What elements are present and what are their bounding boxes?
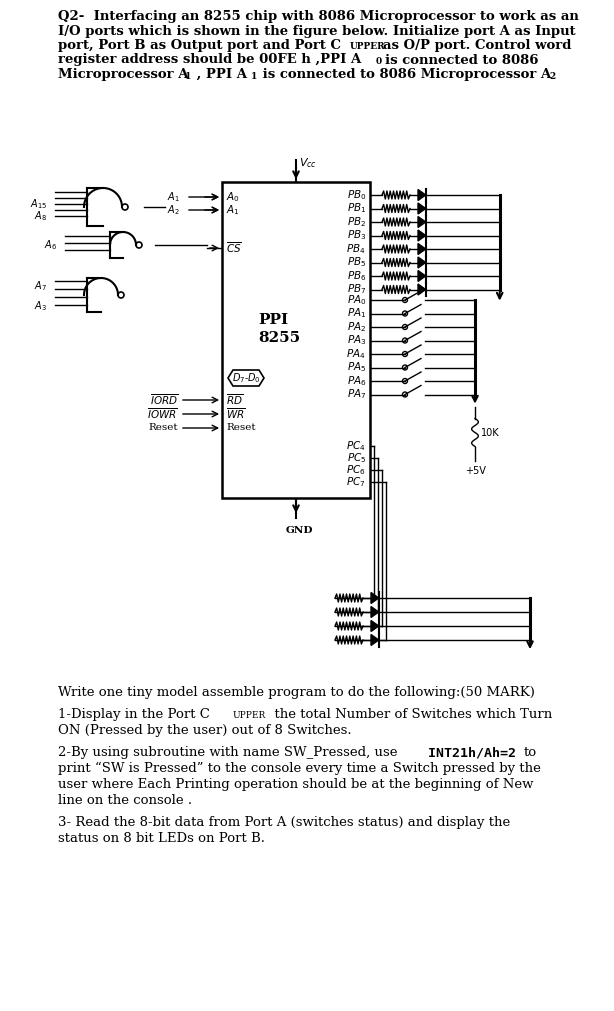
Text: $PA_7$: $PA_7$ xyxy=(347,387,366,401)
Text: UPPER: UPPER xyxy=(233,711,266,720)
Text: Reset: Reset xyxy=(149,424,178,433)
Text: $PA_2$: $PA_2$ xyxy=(347,320,366,334)
Text: as O/P port. Control word: as O/P port. Control word xyxy=(383,39,572,52)
Text: I/O ports which is shown in the figure below. Initialize port A as Input: I/O ports which is shown in the figure b… xyxy=(58,24,576,37)
Polygon shape xyxy=(418,189,426,200)
Text: $A_2$: $A_2$ xyxy=(167,203,180,217)
Text: 3- Read the 8-bit data from Port A (switches status) and display the: 3- Read the 8-bit data from Port A (swit… xyxy=(58,816,510,829)
Text: $\overline{WR}$: $\overline{WR}$ xyxy=(226,406,246,422)
Polygon shape xyxy=(418,244,426,255)
Text: $PB_4$: $PB_4$ xyxy=(346,242,366,256)
Text: $PB_5$: $PB_5$ xyxy=(347,256,366,269)
Text: 1: 1 xyxy=(251,72,257,81)
Text: the total Number of Switches which Turn: the total Number of Switches which Turn xyxy=(266,708,552,721)
Text: $PA_6$: $PA_6$ xyxy=(346,374,366,388)
Polygon shape xyxy=(371,635,379,645)
Text: $A_6$: $A_6$ xyxy=(44,239,57,252)
Text: 8255: 8255 xyxy=(258,331,300,345)
Text: Write one tiny model assemble program to do the following:(50 MARK): Write one tiny model assemble program to… xyxy=(58,686,535,699)
Text: 2: 2 xyxy=(549,72,555,81)
Text: $PB_2$: $PB_2$ xyxy=(347,215,366,228)
Text: GND: GND xyxy=(286,526,314,535)
Text: $PA_1$: $PA_1$ xyxy=(347,306,366,320)
Text: status on 8 bit LEDs on Port B.: status on 8 bit LEDs on Port B. xyxy=(58,832,265,845)
Text: 2-By using subroutine with name SW_Pressed, use: 2-By using subroutine with name SW_Press… xyxy=(58,746,397,759)
Text: INT21h/Ah=2: INT21h/Ah=2 xyxy=(420,746,524,759)
Polygon shape xyxy=(418,257,426,268)
Text: $PB_1$: $PB_1$ xyxy=(347,201,366,215)
Text: 1-Display in the Port C: 1-Display in the Port C xyxy=(58,708,210,721)
Text: PPI: PPI xyxy=(258,313,288,327)
Text: $A_3$: $A_3$ xyxy=(34,299,47,312)
Text: $PA_5$: $PA_5$ xyxy=(347,361,366,374)
Text: $\overline{RD}$: $\overline{RD}$ xyxy=(226,392,243,407)
Text: $PB_3$: $PB_3$ xyxy=(346,228,366,243)
Text: $\overline{IOWR}$: $\overline{IOWR}$ xyxy=(147,406,178,422)
Text: $V_{cc}$: $V_{cc}$ xyxy=(299,156,317,170)
Text: $A_1$: $A_1$ xyxy=(226,203,239,217)
Text: ON (Pressed by the user) out of 8 Switches.: ON (Pressed by the user) out of 8 Switch… xyxy=(58,724,352,737)
Text: $PA_4$: $PA_4$ xyxy=(346,347,366,361)
Text: +5V: +5V xyxy=(465,466,486,476)
Text: Q2-  Interfacing an 8255 chip with 8086 Microprocessor to work as an: Q2- Interfacing an 8255 chip with 8086 M… xyxy=(58,10,579,23)
Text: $PC_5$: $PC_5$ xyxy=(346,451,366,465)
Text: Microprocessor A: Microprocessor A xyxy=(58,68,188,81)
Text: register address should be 00FE h ,PPI A: register address should be 00FE h ,PPI A xyxy=(58,54,361,67)
Text: Reset: Reset xyxy=(226,424,255,433)
Text: $A_1$: $A_1$ xyxy=(167,190,180,204)
Bar xyxy=(222,182,370,498)
Text: $A_0$: $A_0$ xyxy=(226,190,240,204)
Text: , PPI A: , PPI A xyxy=(192,68,247,81)
Polygon shape xyxy=(418,271,426,281)
Text: $\overline{IORD}$: $\overline{IORD}$ xyxy=(150,392,178,407)
Text: $PB_7$: $PB_7$ xyxy=(347,283,366,296)
Text: $PC_6$: $PC_6$ xyxy=(346,463,366,477)
Polygon shape xyxy=(418,229,426,241)
Text: 0: 0 xyxy=(376,58,382,67)
Text: $PA_3$: $PA_3$ xyxy=(346,334,366,348)
Polygon shape xyxy=(418,284,426,295)
Text: $PC_4$: $PC_4$ xyxy=(346,439,366,453)
Polygon shape xyxy=(418,216,426,227)
Text: user where Each Printing operation should be at the beginning of New: user where Each Printing operation shoul… xyxy=(58,778,534,791)
Text: 1: 1 xyxy=(185,72,192,81)
Text: port, Port B as Output port and Port C: port, Port B as Output port and Port C xyxy=(58,39,341,52)
Polygon shape xyxy=(418,203,426,214)
Text: is connected to 8086: is connected to 8086 xyxy=(385,54,538,67)
Text: $A_7$: $A_7$ xyxy=(34,279,47,293)
Text: line on the console .: line on the console . xyxy=(58,794,192,807)
Polygon shape xyxy=(228,370,264,386)
Text: $PB_6$: $PB_6$ xyxy=(346,269,366,283)
Text: $PB_0$: $PB_0$ xyxy=(346,188,366,202)
Text: $PC_7$: $PC_7$ xyxy=(346,475,366,489)
Text: to: to xyxy=(524,746,537,759)
Polygon shape xyxy=(371,592,379,604)
Polygon shape xyxy=(371,607,379,618)
Text: UPPER: UPPER xyxy=(350,42,386,51)
Text: $\overline{CS}$: $\overline{CS}$ xyxy=(226,241,242,256)
Text: print “SW is Pressed” to the console every time a Switch pressed by the: print “SW is Pressed” to the console eve… xyxy=(58,762,541,775)
Text: $D_7$-$D_0$: $D_7$-$D_0$ xyxy=(231,371,260,385)
Text: 10K: 10K xyxy=(481,428,500,438)
Polygon shape xyxy=(371,621,379,632)
Text: $A_8$: $A_8$ xyxy=(34,209,47,222)
Text: $PA_0$: $PA_0$ xyxy=(346,293,366,307)
Text: is connected to 8086 Microprocessor A: is connected to 8086 Microprocessor A xyxy=(258,68,551,81)
Text: $A_{15}$: $A_{15}$ xyxy=(29,197,47,211)
